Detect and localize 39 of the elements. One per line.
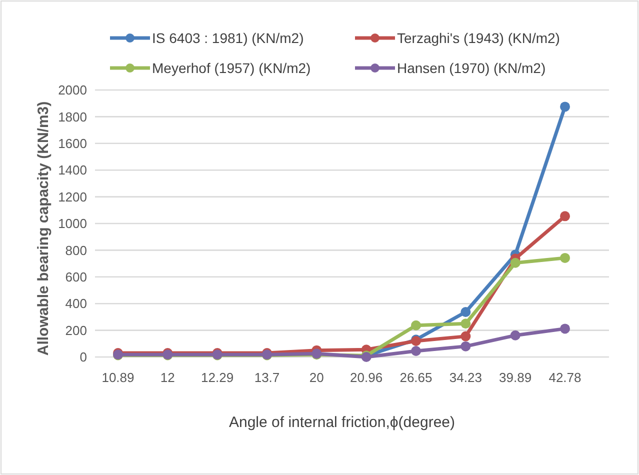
y-tick-label: 2000 <box>58 82 87 98</box>
point <box>460 341 471 352</box>
x-tick-label: 12 <box>160 370 175 385</box>
x-tick-label: 20 <box>309 370 324 385</box>
y-tick-label: 200 <box>65 322 87 338</box>
x-tick-label: 20.96 <box>350 370 383 385</box>
x-tick-label: 34.23 <box>449 370 482 385</box>
point <box>460 318 471 329</box>
point <box>411 320 421 330</box>
y-tick-label: 0 <box>80 350 87 365</box>
y-tick-label: 800 <box>65 242 87 258</box>
y-tick-label: 1600 <box>58 136 87 151</box>
y-axis-title: Allowable bearing capacity (KN/m3) <box>35 101 52 356</box>
x-tick-label: 39.89 <box>499 370 532 385</box>
legend-label: IS 6403 : 1981) (KN/m2) <box>152 30 304 46</box>
point <box>510 330 520 340</box>
x-axis-title: Angle of internal friction,ϕ(degree) <box>228 414 456 431</box>
point <box>560 102 570 112</box>
legend-label: Terzaghi's (1943) (KN/m2) <box>397 30 560 46</box>
x-tick-label: 10.89 <box>102 370 134 385</box>
y-tick-label: 600 <box>65 269 87 284</box>
point <box>460 331 471 342</box>
x-tick-label: 42.78 <box>548 370 582 385</box>
point <box>460 307 471 318</box>
y-tick-label: 1000 <box>58 216 87 232</box>
point <box>560 324 570 334</box>
point <box>510 258 520 268</box>
y-tick-label: 1400 <box>58 162 87 178</box>
point <box>560 211 570 222</box>
x-tick-label: 12.29 <box>201 370 234 385</box>
y-tick-label: 400 <box>65 296 87 312</box>
y-tick-label: 1800 <box>58 109 87 124</box>
x-tick-label: 26.65 <box>400 370 432 385</box>
x-tick-label: 13.7 <box>254 370 280 385</box>
point <box>560 252 570 263</box>
y-tick-label: 1200 <box>58 189 87 204</box>
legend-label: Hansen (1970) (KN/m2) <box>397 60 546 76</box>
legend-label: Meyerhof (1957) (KN/m2) <box>152 60 311 76</box>
point <box>411 346 421 356</box>
